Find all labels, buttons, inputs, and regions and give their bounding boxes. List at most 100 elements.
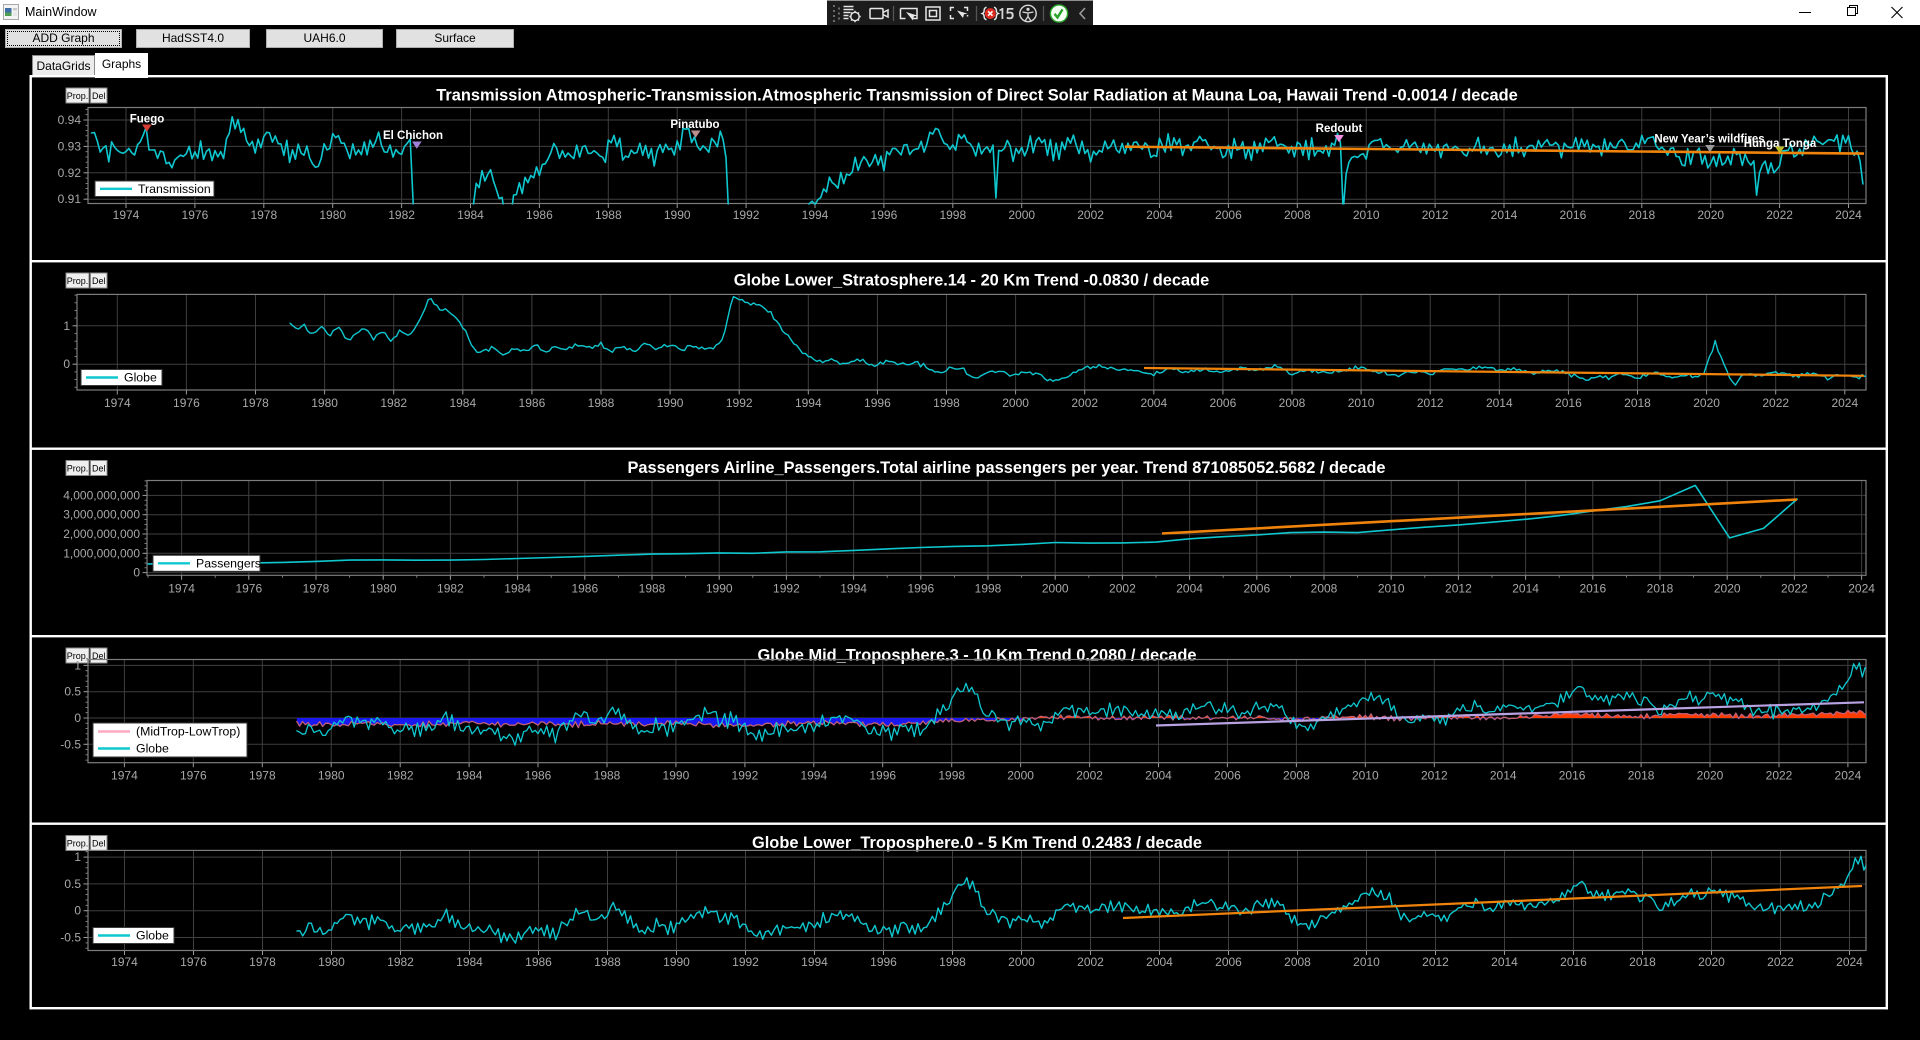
svg-text:2010: 2010 xyxy=(1353,208,1380,222)
svg-text:Globe Lower_Stratosphere.14 -: Globe Lower_Stratosphere.14 - 20 Km Tren… xyxy=(734,272,1210,290)
svg-text:1986: 1986 xyxy=(519,396,546,410)
svg-text:2002: 2002 xyxy=(1077,208,1104,222)
svg-text:1990: 1990 xyxy=(657,396,684,410)
svg-text:0.5: 0.5 xyxy=(64,877,81,891)
svg-text:1984: 1984 xyxy=(449,396,476,410)
svg-text:2012: 2012 xyxy=(1445,582,1472,596)
svg-text:Globe: Globe xyxy=(124,371,157,385)
svg-text:1984: 1984 xyxy=(456,769,483,783)
svg-text:2010: 2010 xyxy=(1352,769,1379,783)
svg-text:1986: 1986 xyxy=(571,582,598,596)
svg-text:1990: 1990 xyxy=(663,955,690,969)
svg-text:2024: 2024 xyxy=(1835,769,1862,783)
svg-text:1982: 1982 xyxy=(387,955,414,969)
svg-text:2010: 2010 xyxy=(1353,955,1380,969)
svg-text:Passengers: Passengers xyxy=(196,556,261,570)
svg-text:1998: 1998 xyxy=(975,582,1002,596)
svg-text:1992: 1992 xyxy=(773,582,800,596)
svg-text:0: 0 xyxy=(74,904,81,918)
svg-text:1996: 1996 xyxy=(907,582,934,596)
svg-text:Redoubt: Redoubt xyxy=(1316,123,1363,135)
svg-text:1980: 1980 xyxy=(370,582,397,596)
svg-text:1994: 1994 xyxy=(802,208,829,222)
svg-text:Globe: Globe xyxy=(136,742,169,756)
svg-text:1978: 1978 xyxy=(249,769,276,783)
svg-text:1982: 1982 xyxy=(437,582,464,596)
svg-text:2016: 2016 xyxy=(1555,396,1582,410)
svg-text:Globe Lower_Troposphere.0 - 5: Globe Lower_Troposphere.0 - 5 Km Trend 0… xyxy=(752,834,1202,852)
svg-text:1988: 1988 xyxy=(595,208,622,222)
svg-text:El Chichon: El Chichon xyxy=(383,130,443,142)
svg-text:2006: 2006 xyxy=(1215,955,1242,969)
svg-text:Prop.: Prop. xyxy=(67,276,89,286)
svg-text:1980: 1980 xyxy=(318,955,345,969)
svg-text:2022: 2022 xyxy=(1766,769,1793,783)
svg-text:1976: 1976 xyxy=(173,396,200,410)
svg-text:Del: Del xyxy=(92,651,106,661)
svg-text:1978: 1978 xyxy=(250,208,277,222)
svg-text:2020: 2020 xyxy=(1697,769,1724,783)
svg-text:1988: 1988 xyxy=(639,582,666,596)
svg-text:Del: Del xyxy=(92,276,106,286)
svg-text:1: 1 xyxy=(63,319,70,333)
svg-text:Passengers Airline_Passengers.: Passengers Airline_Passengers.Total airl… xyxy=(627,459,1385,477)
svg-text:2002: 2002 xyxy=(1071,396,1098,410)
svg-text:2024: 2024 xyxy=(1831,396,1858,410)
svg-text:2000: 2000 xyxy=(1042,582,1069,596)
svg-text:2012: 2012 xyxy=(1422,955,1449,969)
svg-text:1992: 1992 xyxy=(733,208,760,222)
svg-text:1986: 1986 xyxy=(525,769,552,783)
svg-text:2010: 2010 xyxy=(1348,396,1375,410)
svg-text:0: 0 xyxy=(74,711,81,725)
svg-text:1998: 1998 xyxy=(938,769,965,783)
svg-text:1976: 1976 xyxy=(180,769,207,783)
svg-text:2012: 2012 xyxy=(1422,208,1449,222)
svg-text:1994: 1994 xyxy=(800,769,827,783)
svg-text:1992: 1992 xyxy=(732,955,759,969)
svg-text:1984: 1984 xyxy=(456,955,483,969)
svg-text:1978: 1978 xyxy=(303,582,330,596)
svg-text:2016: 2016 xyxy=(1579,582,1606,596)
svg-text:1990: 1990 xyxy=(706,582,733,596)
svg-text:1976: 1976 xyxy=(182,208,209,222)
svg-text:1992: 1992 xyxy=(732,769,759,783)
svg-text:1988: 1988 xyxy=(594,769,621,783)
svg-text:2018: 2018 xyxy=(1628,208,1655,222)
svg-text:1994: 1994 xyxy=(795,396,822,410)
svg-text:2014: 2014 xyxy=(1486,396,1513,410)
svg-text:2004: 2004 xyxy=(1146,208,1173,222)
svg-text:2008: 2008 xyxy=(1284,955,1311,969)
svg-text:1996: 1996 xyxy=(871,208,898,222)
svg-text:1974: 1974 xyxy=(111,955,138,969)
svg-text:2004: 2004 xyxy=(1140,396,1167,410)
svg-text:Transmission Atmospheric-Trans: Transmission Atmospheric-Transmission.At… xyxy=(436,87,1517,105)
svg-text:1974: 1974 xyxy=(111,769,138,783)
svg-text:1988: 1988 xyxy=(594,955,621,969)
svg-text:2004: 2004 xyxy=(1145,769,1172,783)
svg-text:Del: Del xyxy=(92,91,106,101)
svg-text:2006: 2006 xyxy=(1243,582,1270,596)
svg-text:2014: 2014 xyxy=(1490,769,1517,783)
svg-text:Globe Mid_Troposphere.3 - 10 K: Globe Mid_Troposphere.3 - 10 Km Trend 0.… xyxy=(757,647,1196,665)
svg-text:2018: 2018 xyxy=(1628,769,1655,783)
svg-text:1994: 1994 xyxy=(840,582,867,596)
svg-text:2008: 2008 xyxy=(1279,396,1306,410)
svg-text:1976: 1976 xyxy=(180,955,207,969)
svg-text:2004: 2004 xyxy=(1146,955,1173,969)
svg-text:Pinatubo: Pinatubo xyxy=(670,119,719,131)
svg-text:2024: 2024 xyxy=(1836,955,1863,969)
svg-text:Fuego: Fuego xyxy=(130,114,165,126)
svg-text:4,000,000,000: 4,000,000,000 xyxy=(63,488,140,502)
svg-text:1986: 1986 xyxy=(525,955,552,969)
svg-text:2024: 2024 xyxy=(1835,208,1862,222)
svg-text:Transmission: Transmission xyxy=(138,182,211,196)
svg-text:1974: 1974 xyxy=(104,396,131,410)
svg-text:1998: 1998 xyxy=(939,208,966,222)
svg-text:New Year’s wildfires: New Year’s wildfires xyxy=(1654,134,1764,146)
svg-text:1984: 1984 xyxy=(504,582,531,596)
svg-text:3,000,000,000: 3,000,000,000 xyxy=(63,508,140,522)
svg-text:2008: 2008 xyxy=(1284,208,1311,222)
svg-text:2020: 2020 xyxy=(1693,396,1720,410)
svg-text:Del: Del xyxy=(92,464,106,474)
svg-text:0.92: 0.92 xyxy=(58,166,82,180)
